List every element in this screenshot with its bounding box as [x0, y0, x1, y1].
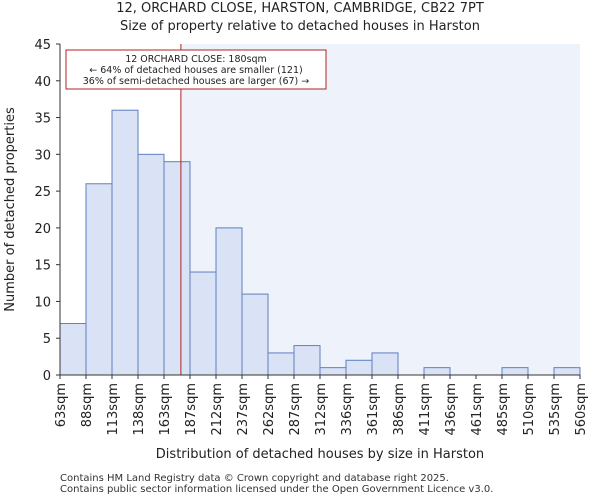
y-tick-label: 40	[34, 75, 51, 90]
bar-187sqm	[189, 271, 217, 376]
bar-63sqm	[59, 323, 87, 376]
bar-411sqm	[423, 367, 451, 376]
x-tick-label: 187sqm	[184, 383, 199, 436]
x-tick-label: 212sqm	[210, 383, 225, 436]
footer-copyright: Contains HM Land Registry data © Crown c…	[60, 473, 449, 484]
bar-237sqm	[241, 293, 269, 376]
y-tick-label: 35	[34, 112, 51, 127]
x-tick-label: 361sqm	[366, 383, 381, 436]
x-tick-label: 436sqm	[444, 383, 459, 436]
bar-138sqm	[137, 153, 165, 376]
x-tick-label: 88sqm	[80, 383, 95, 427]
bar-163sqm	[163, 161, 191, 376]
x-tick-label: 461sqm	[470, 383, 485, 436]
y-tick-label: 15	[34, 259, 51, 274]
bar-336sqm	[345, 359, 373, 376]
bar-287sqm	[293, 345, 321, 376]
y-tick-label: 30	[34, 148, 51, 163]
bar-262sqm	[267, 352, 295, 376]
x-tick-label: 411sqm	[418, 383, 433, 436]
chart-title: 12, ORCHARD CLOSE, HARSTON, CAMBRIDGE, C…	[116, 1, 484, 16]
annotation-box	[65, 49, 327, 90]
x-tick-label: 63sqm	[54, 383, 69, 427]
x-tick-label: 336sqm	[340, 383, 355, 436]
x-tick-label: 386sqm	[392, 383, 407, 436]
bar-113sqm	[111, 109, 139, 376]
chart-subtitle: Size of property relative to detached ho…	[120, 19, 480, 34]
x-tick-label: 535sqm	[548, 383, 563, 436]
x-tick-label: 287sqm	[288, 383, 303, 436]
x-tick-label: 113sqm	[106, 383, 121, 436]
footer-licence: Contains public sector information licen…	[60, 484, 494, 495]
x-tick-label: 312sqm	[314, 383, 329, 436]
x-axis-label: Distribution of detached houses by size …	[156, 447, 484, 462]
x-tick-label: 163sqm	[158, 383, 173, 436]
y-tick-label: 25	[34, 185, 51, 200]
y-tick-label: 20	[34, 222, 51, 237]
annotation-line-3: 36% of semi-detached houses are larger (…	[83, 76, 310, 87]
y-tick-label: 10	[34, 295, 51, 310]
y-tick-label: 5	[43, 332, 51, 347]
y-tick-label: 0	[43, 369, 51, 384]
x-tick-label: 237sqm	[236, 383, 251, 436]
annotation-line-1: 12 ORCHARD CLOSE: 180sqm	[125, 54, 267, 65]
y-axis-label: Number of detached properties	[3, 107, 18, 312]
x-tick-label: 262sqm	[262, 383, 277, 436]
y-tick-label: 45	[34, 38, 51, 53]
bar-88sqm	[85, 183, 113, 376]
histogram-chart: 0 5 10 15 20 25 30 35 40 45 63sqm 88sqm 113sqm 138sqm…	[3, 38, 589, 462]
bar-361sqm	[371, 352, 399, 376]
x-tick-label: 560sqm	[574, 383, 589, 436]
x-tick-label: 485sqm	[496, 383, 511, 436]
annotation-line-2: ← 64% of detached houses are smaller (12…	[89, 65, 302, 76]
bar-312sqm	[319, 367, 347, 376]
x-tick-label: 138sqm	[132, 383, 147, 436]
bar-212sqm	[215, 227, 243, 376]
x-tick-label: 510sqm	[522, 383, 537, 436]
bar-535sqm	[553, 367, 581, 376]
bar-485sqm	[501, 367, 529, 376]
